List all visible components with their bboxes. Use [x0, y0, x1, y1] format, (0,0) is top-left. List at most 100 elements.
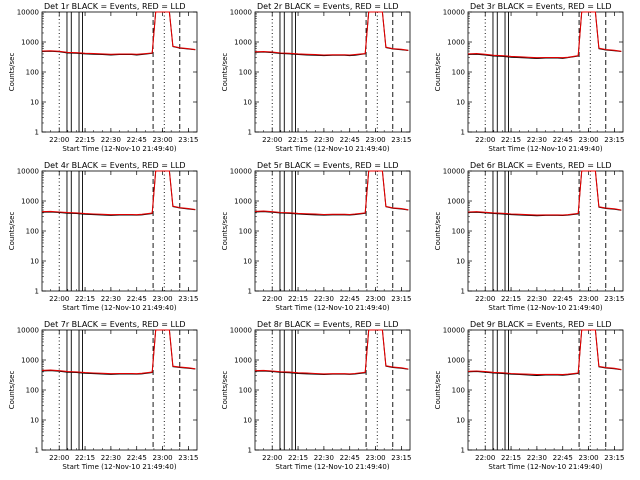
- plot-frame: [254, 170, 411, 292]
- y-tick-label: 1000: [21, 198, 39, 206]
- x-axis-label: Start Time (12-Nov-10 21:49:40): [488, 304, 602, 312]
- y-tick-label: 10000: [17, 9, 39, 17]
- x-tick-label: 22:00: [262, 136, 282, 144]
- x-tick-label: 22:45: [553, 136, 573, 144]
- detector-panel-2: Det 2r BLACK = Events, RED = LLD 1 10 100 10…: [221, 2, 411, 153]
- series-lld-line: [254, 11, 409, 56]
- x-axis-label: Start Time (12-Nov-10 21:49:40): [62, 145, 176, 153]
- series-events-line: [467, 170, 622, 217]
- y-tick-label: 1: [35, 129, 39, 137]
- plot-frame: [467, 329, 624, 451]
- x-tick-label: 22:00: [49, 295, 69, 303]
- x-axis-label: Start Time (12-Nov-10 21:49:40): [488, 463, 602, 471]
- x-tick-label: 23:00: [365, 454, 385, 462]
- x-tick-label: 23:15: [391, 454, 411, 462]
- x-tick-label: 22:45: [127, 295, 147, 303]
- panel-title: Det 4r BLACK = Events, RED = LLD: [44, 161, 186, 170]
- y-tick-label: 1000: [234, 39, 252, 47]
- x-axis-label: Start Time (12-Nov-10 21:49:40): [62, 304, 176, 312]
- x-tick-label: 23:00: [365, 295, 385, 303]
- x-tick-label: 22:00: [49, 136, 69, 144]
- y-tick-label: 1000: [447, 357, 465, 365]
- x-tick-label: 22:45: [553, 295, 573, 303]
- x-tick-label: 22:15: [288, 295, 308, 303]
- x-tick-label: 23:15: [604, 136, 624, 144]
- y-tick-label: 1: [461, 129, 465, 137]
- y-tick-label: 10: [456, 417, 465, 425]
- y-tick-label: 10: [30, 99, 39, 107]
- series-events-line: [467, 329, 622, 376]
- panel-title: Det 5r BLACK = Events, RED = LLD: [257, 161, 399, 170]
- series-lld-line: [467, 11, 622, 59]
- x-tick-label: 23:00: [152, 454, 172, 462]
- x-tick-label: 22:45: [553, 454, 573, 462]
- x-tick-label: 22:00: [262, 295, 282, 303]
- series-lld-line: [41, 11, 196, 55]
- x-tick-label: 22:45: [340, 136, 360, 144]
- x-tick-label: 23:15: [604, 454, 624, 462]
- y-tick-label: 100: [239, 387, 252, 395]
- x-tick-label: 22:45: [127, 454, 147, 462]
- y-axis-label: Counts/sec: [8, 371, 16, 410]
- x-tick-label: 22:00: [475, 136, 495, 144]
- x-tick-label: 22:30: [314, 454, 334, 462]
- x-tick-label: 23:00: [152, 295, 172, 303]
- y-tick-label: 10: [243, 99, 252, 107]
- detector-panel-9: Det 9r BLACK = Events, RED = LLD 1 10 100 10…: [434, 320, 624, 471]
- x-tick-label: 22:15: [288, 454, 308, 462]
- series-events-line: [254, 329, 409, 376]
- panel-title: Det 3r BLACK = Events, RED = LLD: [470, 2, 612, 11]
- y-tick-label: 10: [243, 258, 252, 266]
- series-lld-line: [467, 170, 622, 216]
- plot-frame: [254, 11, 411, 133]
- x-tick-label: 23:15: [178, 295, 198, 303]
- x-axis-label: Start Time (12-Nov-10 21:49:40): [275, 145, 389, 153]
- y-tick-label: 100: [452, 228, 465, 236]
- series-events-line: [254, 170, 409, 216]
- x-tick-label: 22:15: [501, 295, 521, 303]
- y-tick-label: 10000: [443, 9, 465, 17]
- y-tick-label: 1000: [234, 198, 252, 206]
- x-tick-label: 23:15: [178, 136, 198, 144]
- series-lld-line: [254, 170, 409, 216]
- series-lld-line: [467, 329, 622, 376]
- x-tick-label: 22:15: [288, 136, 308, 144]
- plot-frame: [467, 170, 624, 292]
- y-tick-label: 10: [30, 417, 39, 425]
- x-tick-label: 22:15: [75, 295, 95, 303]
- y-axis-label: Counts/sec: [434, 371, 442, 410]
- y-tick-label: 1: [35, 447, 39, 455]
- x-axis-label: Start Time (12-Nov-10 21:49:40): [62, 463, 176, 471]
- series-lld-line: [254, 329, 409, 375]
- x-tick-label: 22:45: [340, 295, 360, 303]
- y-tick-label: 100: [26, 228, 39, 236]
- x-tick-label: 22:30: [101, 454, 121, 462]
- y-tick-label: 10000: [17, 327, 39, 335]
- x-tick-label: 22:15: [501, 454, 521, 462]
- y-axis-label: Counts/sec: [8, 53, 16, 92]
- series-lld-line: [41, 170, 196, 216]
- x-tick-label: 22:15: [75, 454, 95, 462]
- x-tick-label: 23:00: [578, 136, 598, 144]
- x-tick-label: 23:00: [152, 136, 172, 144]
- y-tick-label: 100: [239, 228, 252, 236]
- x-tick-label: 23:00: [578, 295, 598, 303]
- y-tick-label: 10: [456, 258, 465, 266]
- y-axis-label: Counts/sec: [434, 212, 442, 251]
- plot-frame: [41, 11, 198, 133]
- y-tick-label: 1: [248, 288, 252, 296]
- y-axis-label: Counts/sec: [221, 371, 229, 410]
- x-tick-label: 23:15: [391, 295, 411, 303]
- series-events-line: [41, 11, 196, 56]
- x-tick-label: 23:15: [604, 295, 624, 303]
- plot-frame: [41, 329, 198, 451]
- x-tick-label: 22:30: [527, 454, 547, 462]
- x-tick-label: 22:15: [501, 136, 521, 144]
- x-tick-label: 23:00: [365, 136, 385, 144]
- y-tick-label: 1: [248, 447, 252, 455]
- x-tick-label: 22:00: [475, 295, 495, 303]
- x-tick-label: 23:00: [578, 454, 598, 462]
- panel-title: Det 1r BLACK = Events, RED = LLD: [44, 2, 186, 11]
- x-tick-label: 23:15: [391, 136, 411, 144]
- y-tick-label: 100: [26, 69, 39, 77]
